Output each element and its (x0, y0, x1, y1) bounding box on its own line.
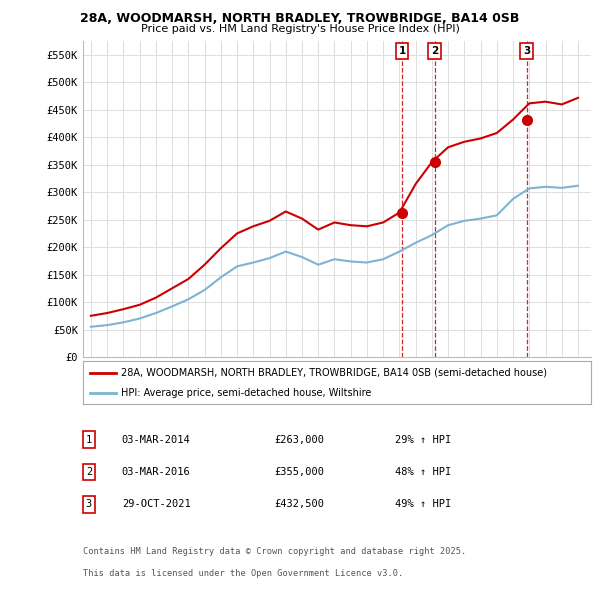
Text: 49% ↑ HPI: 49% ↑ HPI (395, 500, 451, 509)
Text: 1: 1 (398, 46, 406, 56)
Text: £355,000: £355,000 (275, 467, 325, 477)
Text: £263,000: £263,000 (275, 435, 325, 444)
Text: 28A, WOODMARSH, NORTH BRADLEY, TROWBRIDGE, BA14 0SB (semi-detached house): 28A, WOODMARSH, NORTH BRADLEY, TROWBRIDG… (121, 368, 547, 378)
Text: 3: 3 (86, 500, 92, 509)
Text: 03-MAR-2014: 03-MAR-2014 (122, 435, 191, 444)
Text: 48% ↑ HPI: 48% ↑ HPI (395, 467, 451, 477)
Text: This data is licensed under the Open Government Licence v3.0.: This data is licensed under the Open Gov… (83, 569, 403, 578)
Text: 03-MAR-2016: 03-MAR-2016 (122, 467, 191, 477)
Text: 1: 1 (86, 435, 92, 444)
Text: HPI: Average price, semi-detached house, Wiltshire: HPI: Average price, semi-detached house,… (121, 388, 371, 398)
Text: 3: 3 (523, 46, 530, 56)
Text: 2: 2 (86, 467, 92, 477)
Text: 2: 2 (431, 46, 438, 56)
Text: 29% ↑ HPI: 29% ↑ HPI (395, 435, 451, 444)
Text: Contains HM Land Registry data © Crown copyright and database right 2025.: Contains HM Land Registry data © Crown c… (83, 547, 466, 556)
Text: 29-OCT-2021: 29-OCT-2021 (122, 500, 191, 509)
Text: 28A, WOODMARSH, NORTH BRADLEY, TROWBRIDGE, BA14 0SB: 28A, WOODMARSH, NORTH BRADLEY, TROWBRIDG… (80, 12, 520, 25)
Text: £432,500: £432,500 (275, 500, 325, 509)
Text: Price paid vs. HM Land Registry's House Price Index (HPI): Price paid vs. HM Land Registry's House … (140, 24, 460, 34)
